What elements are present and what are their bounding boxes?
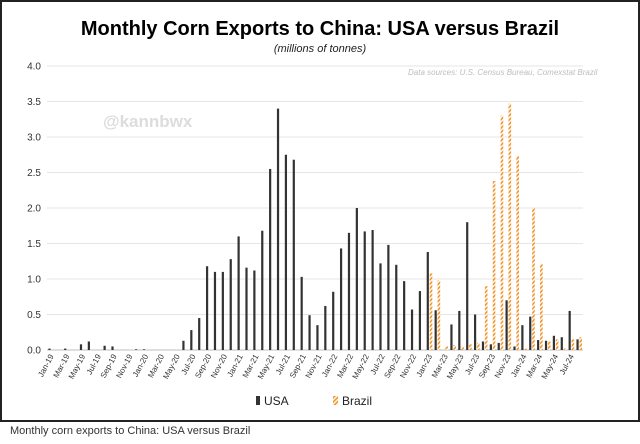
watermark: @kannbwx <box>103 112 193 131</box>
usa-bar <box>276 108 280 350</box>
chart-subtitle: (millions of tonnes) <box>273 43 367 55</box>
usa-bar <box>253 270 256 350</box>
brazil-bar <box>563 348 567 350</box>
y-tick-label: 1.5 <box>27 239 41 250</box>
y-tick-label: 0.0 <box>27 346 41 357</box>
brazil-bar <box>429 273 433 350</box>
usa-bar <box>552 335 556 350</box>
brazil-bar <box>555 339 559 350</box>
usa-bar <box>379 263 382 350</box>
usa-bar <box>505 300 508 350</box>
x-tick-label: Jul-24 <box>558 352 576 376</box>
legend-swatch-brazil <box>333 396 338 405</box>
usa-bar <box>537 340 540 350</box>
brazil-bar <box>484 286 488 350</box>
usa-bar <box>142 349 146 350</box>
bar-chart: 0.00.51.01.52.02.53.03.54.0Jan-19Mar-19M… <box>27 62 583 408</box>
usa-bar <box>410 309 414 350</box>
y-tick-label: 0.5 <box>27 310 41 321</box>
usa-bar <box>458 310 461 350</box>
usa-bar <box>190 330 193 350</box>
usa-bar <box>466 222 469 350</box>
brazil-bar <box>492 181 496 350</box>
usa-bar <box>237 236 240 350</box>
usa-bar <box>198 318 201 350</box>
brazil-bar <box>469 344 472 350</box>
usa-bar <box>324 305 327 350</box>
usa-bar <box>111 346 114 350</box>
usa-bar <box>403 281 406 350</box>
usa-bar <box>521 325 524 350</box>
y-tick-label: 2.5 <box>27 168 41 179</box>
usa-bar <box>339 248 343 350</box>
usa-bar <box>576 339 579 350</box>
brazil-bar <box>532 208 535 350</box>
usa-bar <box>182 340 185 350</box>
y-tick-label: 4.0 <box>27 62 41 73</box>
usa-bar <box>371 230 374 350</box>
brazil-bar <box>461 346 464 350</box>
usa-bar <box>560 337 563 350</box>
usa-bar <box>497 342 500 350</box>
usa-bar <box>481 341 485 350</box>
chart-title: Monthly Corn Exports to China: USA versu… <box>80 18 560 40</box>
usa-bar <box>79 344 83 350</box>
usa-bar <box>355 208 358 350</box>
usa-bar <box>229 259 232 350</box>
usa-bar <box>450 324 453 350</box>
y-tick-label: 1.0 <box>27 275 41 286</box>
brazil-bar <box>476 342 480 350</box>
usa-bar <box>103 345 106 350</box>
usa-bar <box>87 341 90 350</box>
brazil-bar <box>516 156 519 350</box>
usa-bar <box>213 271 217 350</box>
usa-bar <box>387 244 390 350</box>
usa-bar <box>269 168 272 350</box>
usa-bar <box>245 267 248 350</box>
usa-bar <box>316 325 319 350</box>
usa-bar <box>418 291 422 350</box>
legend-label-brazil: Brazil <box>342 394 372 408</box>
brazil-bar <box>500 115 504 350</box>
y-tick-label: 3.5 <box>27 97 41 108</box>
usa-bar <box>308 315 311 350</box>
usa-bar <box>473 314 477 350</box>
usa-bar <box>48 348 51 350</box>
brazil-bar <box>453 345 456 350</box>
usa-bar <box>347 232 351 350</box>
usa-bar <box>395 264 398 350</box>
usa-bar <box>300 276 303 350</box>
figure-caption: Monthly corn exports to China: USA versu… <box>10 425 251 437</box>
legend-swatch-usa <box>256 396 260 405</box>
usa-bar <box>292 159 295 350</box>
usa-bar <box>261 230 264 350</box>
brazil-bar <box>579 337 583 350</box>
usa-bar <box>529 316 532 350</box>
usa-bar <box>64 348 67 350</box>
brazil-bar <box>571 339 575 350</box>
usa-bar <box>489 344 492 350</box>
legend-label-usa: USA <box>264 394 289 408</box>
usa-bar <box>434 310 437 350</box>
brazil-bar <box>547 341 551 350</box>
usa-bar <box>363 231 366 350</box>
usa-bar <box>426 252 429 350</box>
usa-bar <box>221 271 224 350</box>
y-tick-label: 3.0 <box>27 133 41 144</box>
brazil-bar <box>437 280 441 350</box>
usa-bar <box>332 291 335 350</box>
brazil-bar <box>445 346 449 350</box>
usa-bar <box>513 346 516 350</box>
usa-bar <box>205 266 209 350</box>
usa-bar <box>544 340 548 350</box>
y-tick-label: 2.0 <box>27 204 41 215</box>
data-source-note: Data sources: U.S. Census Bureau, Comexs… <box>408 68 598 77</box>
usa-bar <box>568 310 571 350</box>
brazil-bar <box>524 348 527 350</box>
usa-bar <box>284 154 288 350</box>
brazil-bar <box>540 264 543 350</box>
usa-bar <box>135 349 138 350</box>
brazil-bar <box>508 103 512 350</box>
